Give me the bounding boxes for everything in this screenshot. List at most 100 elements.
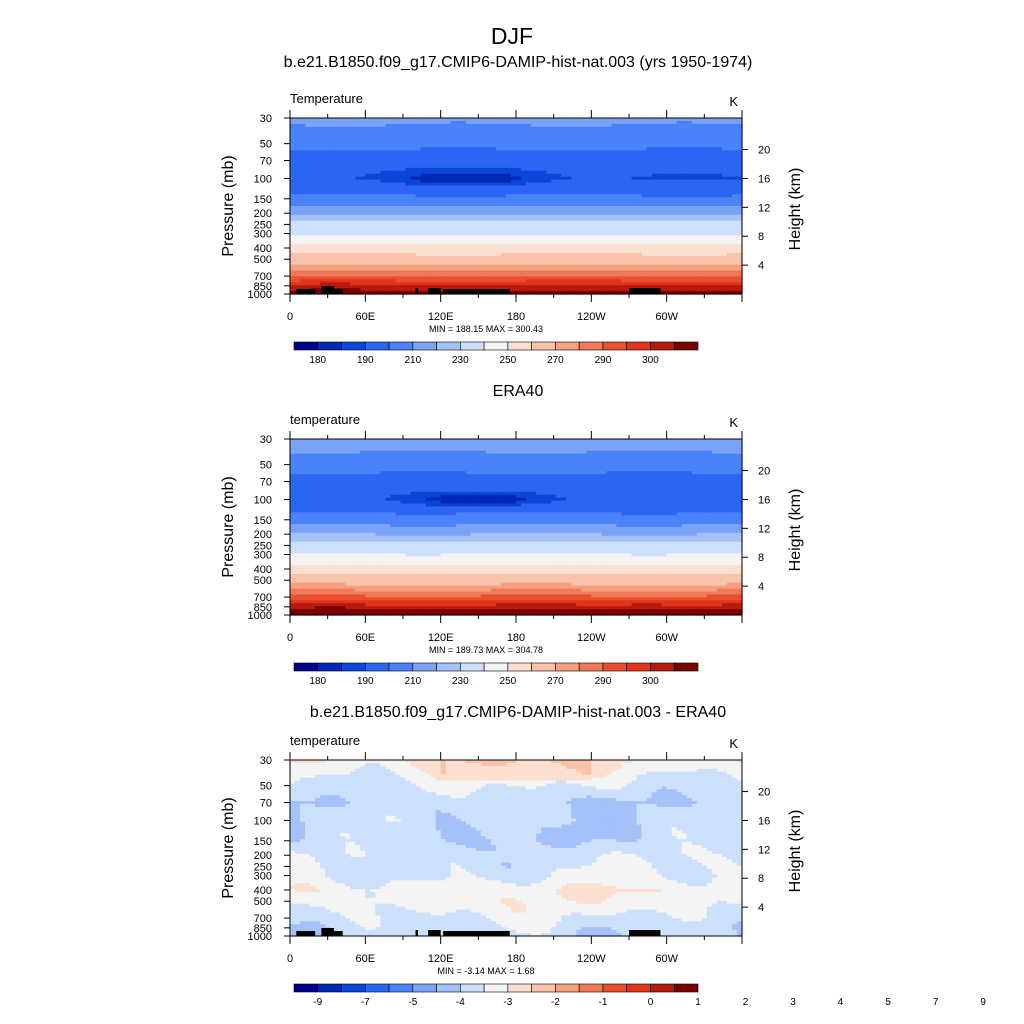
- colorbar-swatch: [507, 983, 532, 993]
- height-tick-label: 8: [758, 873, 764, 885]
- colorbar-label: -3: [503, 997, 512, 1008]
- colorbar: -9 -7 -5 -4 -3 -2 -1 0 1 2 3 4 5 7 9: [293, 983, 986, 1008]
- y-axis-right-label: Height (km): [787, 810, 804, 893]
- y-tick-label: 100: [254, 815, 272, 827]
- x-tick-label: 0: [287, 632, 293, 644]
- colorbar-swatch: [341, 983, 366, 993]
- y-tick-label: 70: [260, 156, 272, 168]
- colorbar-swatch: [412, 983, 437, 993]
- colorbar-swatch: [555, 341, 580, 351]
- colorbar-swatch: [483, 983, 509, 993]
- contour-field: [290, 760, 743, 937]
- height-tick-label: 12: [758, 202, 770, 214]
- colorbar-swatch: [531, 983, 556, 993]
- colorbar-swatch: [626, 983, 651, 993]
- colorbar-label: 9: [980, 997, 986, 1008]
- topography-mask: [296, 286, 661, 294]
- colorbar-swatch: [555, 983, 580, 993]
- colorbar-swatch: [412, 662, 437, 672]
- height-tick-label: 20: [758, 466, 770, 478]
- colorbar-label: 230: [452, 676, 469, 687]
- colorbar-label: 190: [357, 676, 374, 687]
- colorbar-swatch: [317, 341, 342, 351]
- x-tick-label: 180: [507, 311, 525, 323]
- y-tick-label: 500: [254, 896, 272, 908]
- colorbar-swatch: [460, 983, 485, 993]
- y-tick-label: 250: [254, 219, 272, 231]
- y-tick-label: 1000: [248, 931, 272, 943]
- colorbar-label: -2: [551, 997, 560, 1008]
- x-tick-label: 0: [287, 953, 293, 965]
- colorbar-swatch: [673, 341, 699, 351]
- x-tick-label: 0: [287, 311, 293, 323]
- height-tick-label: 4: [758, 902, 764, 914]
- colorbar-swatch: [388, 662, 414, 672]
- colorbar-swatch: [293, 662, 319, 672]
- colorbar-swatch: [388, 341, 414, 351]
- colorbar-swatch: [602, 662, 628, 672]
- variable-label: temperature: [290, 412, 360, 427]
- panel-title: ERA40: [493, 383, 544, 400]
- colorbar-label: 290: [595, 676, 612, 687]
- colorbar-swatch: [483, 662, 509, 672]
- colorbar-label: 210: [404, 676, 421, 687]
- y-tick-label: 250: [254, 861, 272, 873]
- colorbar-label: 300: [642, 355, 659, 366]
- colorbar-swatch: [626, 662, 651, 672]
- x-tick-label: 120W: [577, 632, 606, 644]
- y-tick-label: 400: [254, 243, 272, 255]
- colorbar-label: -9: [313, 997, 322, 1008]
- y-tick-label: 850: [254, 602, 272, 614]
- panel-title: b.e21.B1850.f09_g17.CMIP6-DAMIP-hist-nat…: [284, 54, 753, 71]
- y-tick-label: 150: [254, 836, 272, 848]
- y-tick-label: 30: [260, 113, 272, 125]
- panel-2: ERA40 temperature K 0 60E 120E 180 120W 60W 30 50 7…: [220, 383, 804, 687]
- min-max-stats: MIN = 189.73 MAX = 304.78: [429, 645, 543, 655]
- colorbar-label: 2: [743, 997, 749, 1008]
- y-tick-label: 500: [254, 575, 272, 587]
- y-tick-label: 200: [254, 850, 272, 862]
- colorbar-label: 250: [500, 355, 517, 366]
- colorbar-swatch: [578, 662, 604, 672]
- colorbar-swatch: [507, 662, 532, 672]
- y-tick-label: 850: [254, 281, 272, 293]
- colorbar-swatch: [602, 341, 628, 351]
- x-tick-label: 120E: [428, 311, 454, 323]
- min-max-stats: MIN = -3.14 MAX = 1.68: [437, 966, 534, 976]
- colorbar-label: 190: [357, 355, 374, 366]
- x-tick-label: 60W: [655, 311, 678, 323]
- colorbar-swatch: [460, 662, 485, 672]
- y-tick-label: 100: [254, 173, 272, 185]
- panel-title: b.e21.B1850.f09_g17.CMIP6-DAMIP-hist-nat…: [310, 704, 726, 721]
- colorbar-swatch: [317, 983, 342, 993]
- height-tick-label: 12: [758, 523, 770, 535]
- colorbar-label: -7: [361, 997, 370, 1008]
- colorbar-swatch: [436, 662, 461, 672]
- colorbar-label: 180: [309, 676, 326, 687]
- y-axis-label: Pressure (mb): [220, 797, 237, 898]
- y-tick-label: 100: [254, 494, 272, 506]
- colorbar-label: 5: [885, 997, 891, 1008]
- colorbar-swatch: [412, 341, 437, 351]
- x-tick-label: 60E: [356, 311, 376, 323]
- height-tick-label: 16: [758, 173, 770, 185]
- y-tick-label: 500: [254, 254, 272, 266]
- colorbar-swatch: [460, 341, 485, 351]
- colorbar-label: 4: [838, 997, 844, 1008]
- colorbar-label: 3: [790, 997, 796, 1008]
- colorbar: 180 190 210 230 250 270 290 300: [293, 341, 699, 366]
- colorbar-swatch: [364, 983, 390, 993]
- colorbar-swatch: [650, 341, 675, 351]
- units-label: K: [729, 415, 738, 430]
- contour-field: [290, 439, 743, 616]
- height-tick-label: 16: [758, 815, 770, 827]
- y-tick-label: 400: [254, 564, 272, 576]
- y-tick-label: 150: [254, 194, 272, 206]
- height-tick-label: 8: [758, 552, 764, 564]
- colorbar-swatch: [364, 662, 390, 672]
- contour-field: [290, 118, 743, 295]
- colorbar: 180 190 210 230 250 270 290 300: [293, 662, 699, 687]
- x-tick-label: 120E: [428, 953, 454, 965]
- colorbar-label: -4: [456, 997, 465, 1008]
